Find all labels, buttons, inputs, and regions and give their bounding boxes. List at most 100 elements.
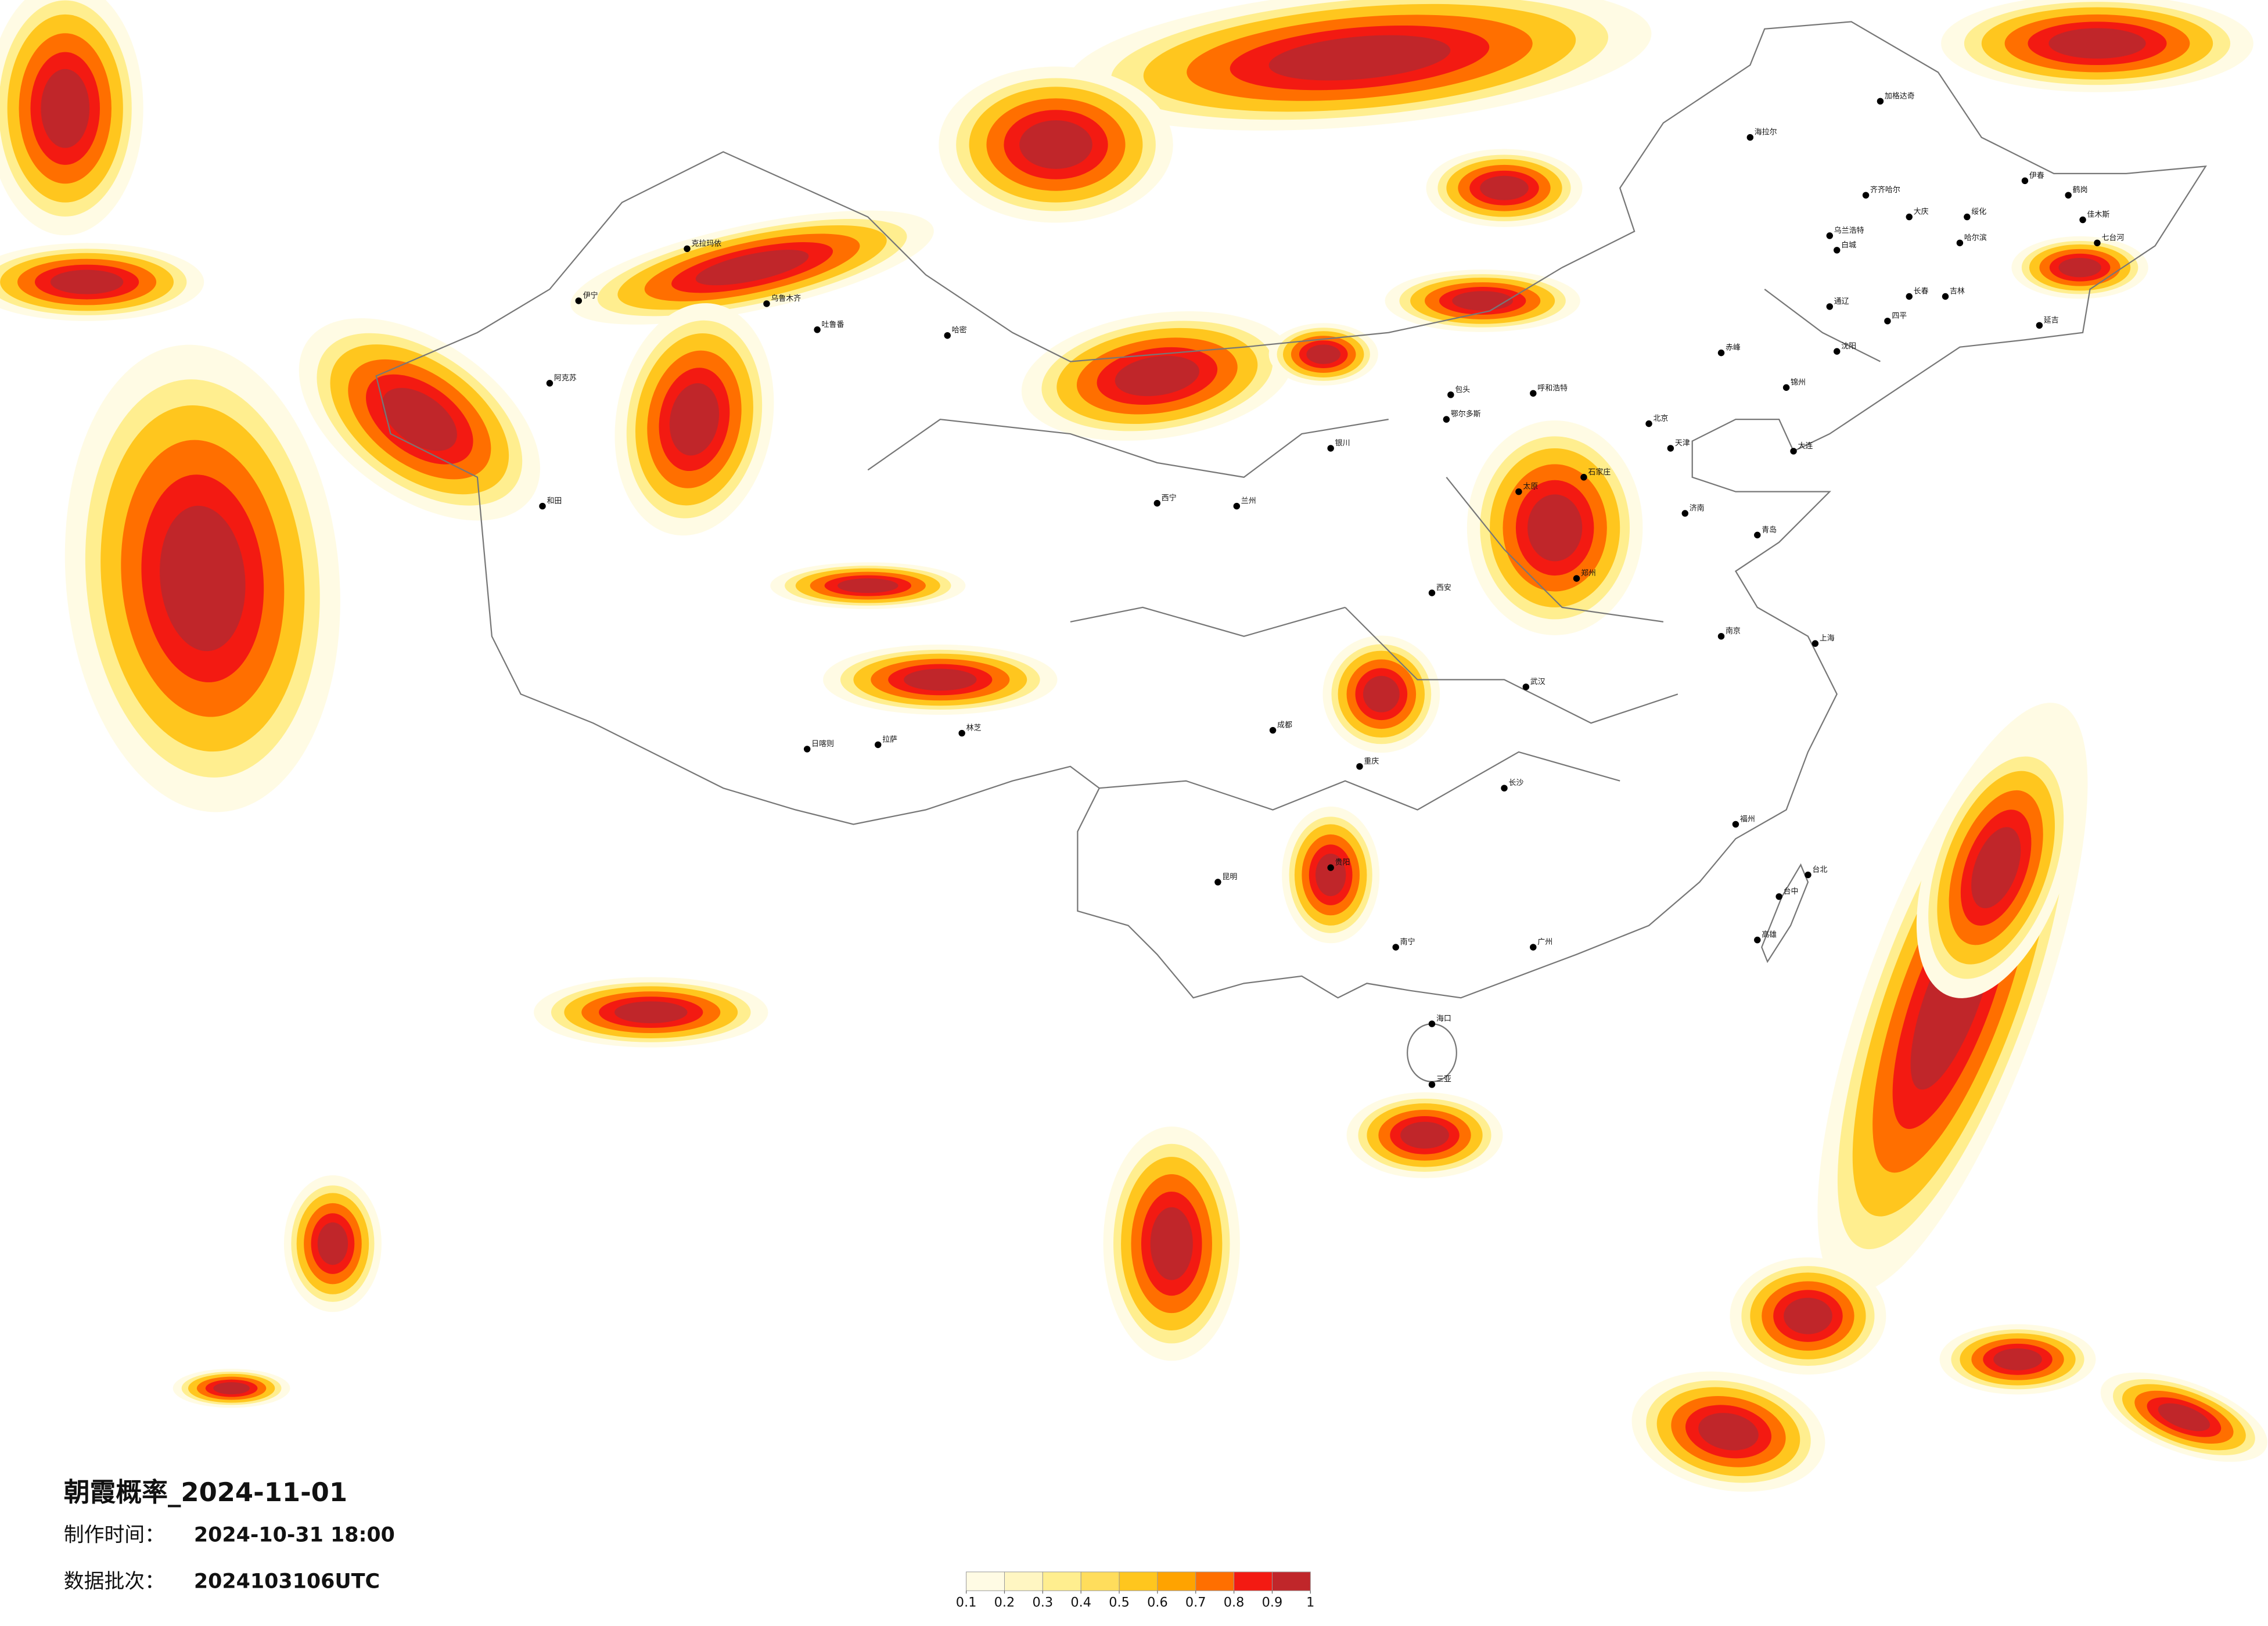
city-dot xyxy=(1906,293,1913,300)
city-label: 武汉 xyxy=(1530,678,1545,686)
city-dot xyxy=(1447,391,1454,398)
colorbar-box xyxy=(1042,1571,1081,1591)
city-dot xyxy=(958,729,965,737)
city-label: 锦州 xyxy=(1791,378,1806,387)
heat-patch xyxy=(904,668,977,691)
city-dot xyxy=(1732,821,1739,828)
city-label: 长沙 xyxy=(1508,779,1523,787)
city-dot xyxy=(1530,390,1537,397)
city-label: 呼和浩特 xyxy=(1537,384,1568,393)
colorbar-tick-label: 1 xyxy=(1306,1595,1314,1610)
city-dot xyxy=(1327,864,1334,871)
city-dot xyxy=(2079,216,2086,224)
colorbar-box xyxy=(1271,1571,1311,1591)
heat-patch xyxy=(838,578,898,593)
city-label: 伊春 xyxy=(2029,171,2044,180)
city-dot xyxy=(944,332,951,339)
city-label: 沈阳 xyxy=(1841,342,1856,351)
city-dot xyxy=(1805,871,1811,879)
city-label: 吉林 xyxy=(1950,287,1965,296)
city-label: 赤峰 xyxy=(1726,344,1741,352)
city-label: 齐齐哈尔 xyxy=(1870,185,1900,195)
city-label: 佳木斯 xyxy=(2087,211,2110,220)
city-label: 高雄 xyxy=(1762,930,1777,940)
heat-patch xyxy=(1784,1297,1832,1334)
heat-patch xyxy=(317,1222,348,1265)
city-dot xyxy=(539,502,546,510)
city-label: 白城 xyxy=(1841,240,1856,250)
data-batch-value: 2024103106UTC xyxy=(194,1570,380,1593)
city-dot xyxy=(1214,879,1221,886)
city-label: 昆明 xyxy=(1222,873,1237,882)
city-label: 鄂尔多斯 xyxy=(1451,410,1481,419)
city-dot xyxy=(2094,239,2101,247)
city-dot xyxy=(814,326,821,333)
city-dot xyxy=(1717,632,1725,640)
colorbar-tick-label: 0.2 xyxy=(994,1595,1015,1610)
colorbar-box xyxy=(1119,1571,1158,1591)
city-dot xyxy=(1775,893,1782,900)
city-dot xyxy=(1862,192,1870,199)
city-dot xyxy=(1754,531,1761,539)
city-dot xyxy=(1746,134,1754,141)
heat-patch xyxy=(614,1001,688,1023)
colorbar-box xyxy=(966,1571,1005,1591)
city-label: 济南 xyxy=(1690,503,1705,513)
city-dot xyxy=(803,746,811,753)
colorbar-tick-label: 0.9 xyxy=(1262,1595,1283,1610)
city-dot xyxy=(1826,232,1834,239)
heat-patch xyxy=(1268,35,1451,81)
city-dot xyxy=(1956,239,1964,247)
city-label: 大庆 xyxy=(1914,208,1929,217)
city-dot xyxy=(1811,640,1819,647)
heat-patch xyxy=(1363,675,1400,713)
city-label: 南宁 xyxy=(1400,937,1415,947)
heat-layer xyxy=(0,0,2268,1492)
colorbar-box xyxy=(1195,1571,1235,1591)
city-label: 七台河 xyxy=(2101,233,2124,242)
colorbar-box xyxy=(1080,1571,1120,1591)
city-dot xyxy=(1645,420,1652,427)
city-label: 太原 xyxy=(1523,483,1538,491)
city-dot xyxy=(1443,416,1450,423)
city-label: 成都 xyxy=(1277,721,1292,730)
heat-patch xyxy=(1306,344,1341,364)
city-label: 鹤岗 xyxy=(2073,185,2088,195)
city-label: 乌兰浩特 xyxy=(1834,226,1864,235)
city-label: 日喀则 xyxy=(811,739,834,749)
city-dot xyxy=(875,741,882,749)
heat-patch xyxy=(1480,175,1529,200)
city-label: 通辽 xyxy=(1834,297,1849,306)
city-label: 西宁 xyxy=(1162,494,1177,503)
heat-patch xyxy=(1400,1121,1449,1149)
city-dot xyxy=(684,245,691,253)
city-dot xyxy=(763,300,770,307)
colorbar: 0.1 0.2 0.3 0.4 0.5 0.6 0.7 0.8 0.9 1 xyxy=(956,1571,1314,1610)
city-label: 哈密 xyxy=(952,326,967,335)
heat-patch xyxy=(1115,355,1199,397)
heat-patch xyxy=(1150,1207,1193,1280)
province-border xyxy=(867,289,1881,811)
city-dot xyxy=(1327,445,1334,452)
heat-patch xyxy=(2058,257,2101,278)
colorbar-tick-label: 0.3 xyxy=(1033,1595,1054,1610)
city-dot xyxy=(1877,98,1884,105)
city-dot xyxy=(1530,944,1537,951)
colorbar-tick-label: 0.4 xyxy=(1070,1595,1091,1610)
colorbar-tick-label: 0.6 xyxy=(1147,1595,1168,1610)
city-label: 广州 xyxy=(1537,938,1552,947)
heat-patch xyxy=(1993,1348,2042,1370)
heat-patch xyxy=(1971,827,2021,909)
city-dot xyxy=(1667,445,1674,452)
city-label: 吐鲁番 xyxy=(822,321,844,329)
city-dot xyxy=(2065,192,2072,199)
city-dot xyxy=(1356,763,1363,770)
city-label: 郑州 xyxy=(1581,569,1596,578)
city-label: 西安 xyxy=(1436,584,1451,592)
heat-patch xyxy=(1698,1413,1759,1451)
colorbar-tick-label: 0.1 xyxy=(956,1595,977,1610)
city-dot xyxy=(2021,177,2029,185)
city-dot xyxy=(1153,499,1161,507)
